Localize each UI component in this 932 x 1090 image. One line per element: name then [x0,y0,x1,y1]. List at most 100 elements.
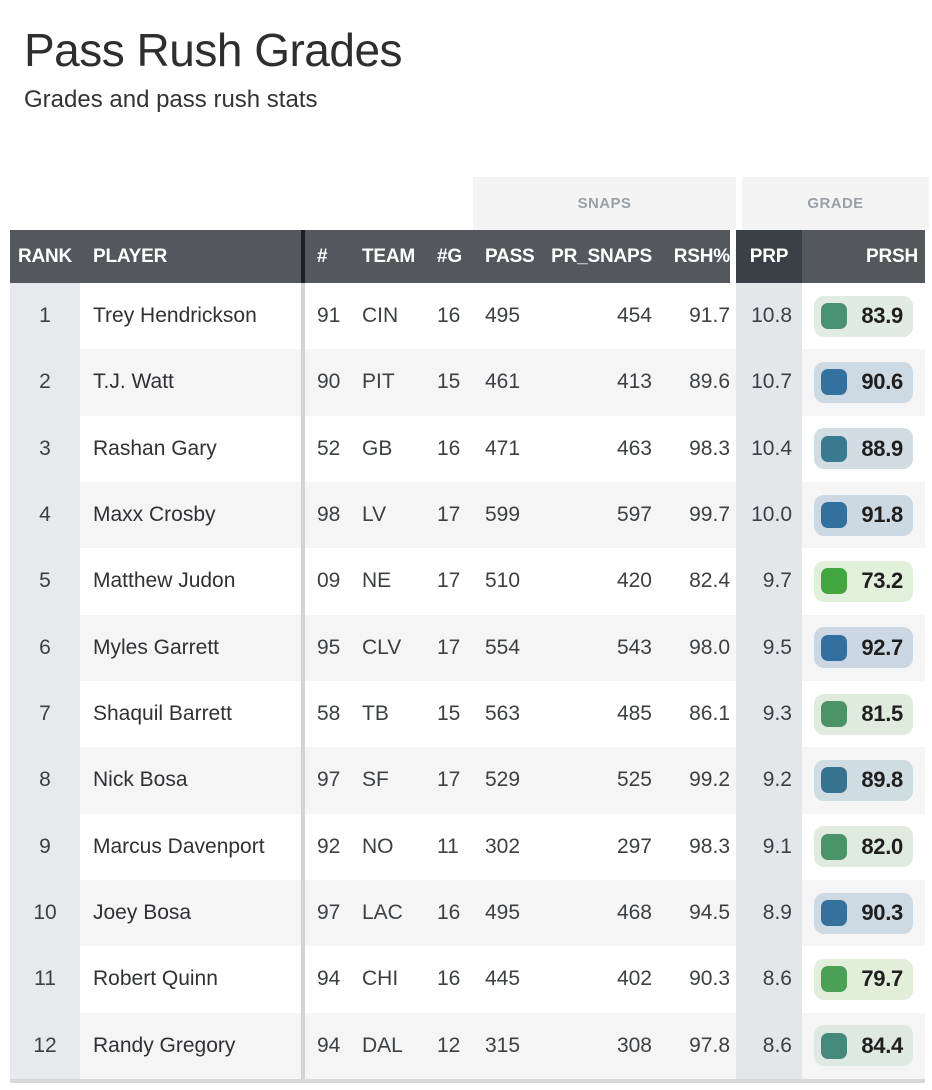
column-header-games[interactable]: #G [437,245,462,267]
column-header-rank[interactable]: RANK [17,245,73,267]
table-row: 5 Matthew Judon 09 NE 17 510 420 82.4 9.… [10,548,925,615]
rank-cell: 7 [10,680,80,748]
column-header-player[interactable]: PLAYER [93,245,168,267]
table-row: 11 Robert Quinn 94 CHI 16 445 402 90.3 8… [10,946,925,1013]
pr-snaps-cell: 420 [616,569,652,593]
grade-badge: 73.2 [814,560,913,602]
column-header-rsh-pct[interactable]: RSH% [660,230,736,283]
page-title: Pass Rush Grades [24,24,403,76]
player-name[interactable]: Rashan Gary [93,436,217,460]
grade-value: 90.6 [861,369,903,395]
prp-cell: 10.8 [736,283,802,350]
pass-rush-table: SNAPS GRADE RANK PLAYER # TEAM #G PASS P… [10,177,929,1083]
player-name[interactable]: Joey Bosa [93,901,192,925]
jersey-cell: 94 [317,967,341,991]
team-cell: CHI [362,967,399,991]
rsh-pct-cell: 94.5 [689,901,730,925]
column-divider [301,1012,305,1079]
player-name[interactable]: Myles Garrett [93,635,220,659]
player-name[interactable]: Robert Quinn [93,967,218,991]
player-name[interactable]: Marcus Davenport [93,834,265,858]
team-cell: GB [362,436,393,460]
grade-color-chip-icon [821,966,847,993]
prsh-cell: 83.9 [802,283,925,349]
column-divider [301,481,305,549]
jersey-cell: 52 [317,436,341,460]
table-row: 4 Maxx Crosby 98 LV 17 599 597 99.7 10.0… [10,481,925,549]
table-bottom-border [10,1078,925,1083]
column-header-prsh[interactable]: PRSH [866,245,918,267]
player-name[interactable]: Trey Hendrickson [93,304,257,328]
games-cell: 15 [437,702,461,726]
games-cell: 12 [437,1033,461,1057]
pr-snaps-cell: 468 [616,901,652,925]
grade-color-chip-icon [821,701,847,728]
grade-value: 92.7 [861,634,903,660]
rsh-pct-cell: 98.3 [689,436,730,460]
grade-value: 73.2 [861,568,903,594]
column-divider [301,614,305,681]
table-body: 1 Trey Hendrickson 91 CIN 16 495 454 91.… [10,283,925,1079]
column-header-prp[interactable]: PRP [736,230,802,283]
player-name[interactable]: Maxx Crosby [93,503,216,527]
grade-value: 82.0 [861,833,903,859]
group-header-row: SNAPS GRADE [10,177,929,230]
table-row: 3 Rashan Gary 52 GB 16 471 463 98.3 10.4… [10,415,925,482]
grade-badge: 91.8 [814,494,913,536]
rsh-pct-cell: 82.4 [689,569,730,593]
column-divider [301,415,305,482]
player-name[interactable]: T.J. Watt [93,370,174,394]
grade-value: 81.5 [861,701,903,727]
pr-snaps-cell: 297 [616,834,652,858]
rsh-pct-cell: 98.3 [689,834,730,858]
pass-snaps-cell: 529 [485,768,521,792]
header-column-divider [301,230,305,283]
prsh-cell: 88.9 [802,416,925,482]
grade-badge: 82.0 [814,826,913,868]
team-cell: DAL [362,1033,403,1057]
jersey-cell: 90 [317,370,341,394]
grade-value: 84.4 [861,1032,903,1058]
games-cell: 16 [437,901,461,925]
column-header-pr-snaps[interactable]: PR_SNAPS [551,245,652,267]
rsh-pct-cell: 99.7 [689,503,730,527]
team-cell: SF [362,768,389,792]
pass-snaps-cell: 563 [485,702,521,726]
player-name[interactable]: Matthew Judon [93,569,236,593]
grade-badge: 79.7 [814,958,913,1000]
grade-color-chip-icon [821,767,847,794]
prp-cell: 9.1 [736,813,802,880]
pass-snaps-cell: 315 [485,1033,521,1057]
prsh-cell: 73.2 [802,548,925,614]
grade-color-chip-icon [821,833,847,860]
player-name[interactable]: Randy Gregory [93,1033,236,1057]
column-header-pass[interactable]: PASS [485,245,535,267]
table-row: 2 T.J. Watt 90 PIT 15 461 413 89.6 10.7 … [10,349,925,416]
jersey-cell: 92 [317,834,341,858]
column-divider [301,813,305,880]
column-header-jersey[interactable]: # [317,245,328,267]
grade-badge: 90.3 [814,892,913,934]
player-name[interactable]: Shaquil Barrett [93,702,232,726]
column-divider [301,747,305,814]
team-cell: CIN [362,304,399,328]
rsh-pct-cell: 90.3 [689,967,730,991]
prsh-cell: 82.0 [802,814,925,880]
table-row: 12 Randy Gregory 94 DAL 12 315 308 97.8 … [10,1012,925,1079]
grade-value: 89.8 [861,767,903,793]
rank-cell: 10 [10,879,80,947]
pass-snaps-cell: 461 [485,370,521,394]
column-header-team[interactable]: TEAM [362,245,416,267]
pass-snaps-cell: 510 [485,569,521,593]
grade-badge: 83.9 [814,295,913,337]
rsh-pct-cell: 99.2 [689,768,730,792]
table-row: 7 Shaquil Barrett 58 TB 15 563 485 86.1 … [10,680,925,748]
team-cell: NO [362,834,394,858]
prsh-cell: 92.7 [802,615,925,681]
column-divider [301,349,305,416]
team-cell: LAC [362,901,403,925]
prp-cell: 8.6 [736,946,802,1013]
player-name[interactable]: Nick Bosa [93,768,188,792]
rank-cell: 9 [10,813,80,880]
games-cell: 16 [437,967,461,991]
